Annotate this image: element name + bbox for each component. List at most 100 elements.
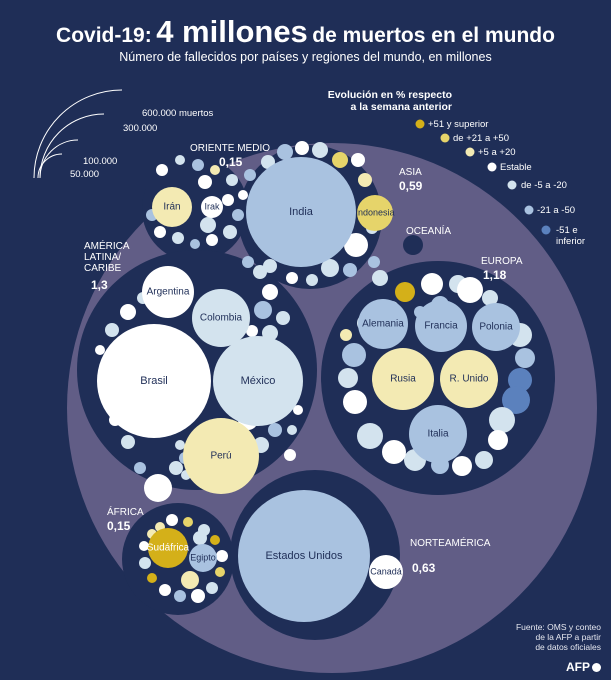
minor-country-bubble: [368, 256, 380, 268]
color-legend-swatch: [524, 205, 534, 215]
minor-country-bubble: [159, 584, 171, 596]
minor-country-bubble: [343, 263, 357, 277]
minor-country-bubble: [358, 173, 372, 187]
country-label-argentina: Argentina: [147, 287, 190, 298]
legend-label-51-up: +51 y superior: [428, 119, 489, 130]
color-legend-title: Evolución en % respecto a la semana ante…: [320, 89, 452, 113]
country-bubble-sud-frica: [148, 528, 188, 568]
minor-country-bubble: [253, 265, 267, 279]
minor-country-bubble: [147, 573, 157, 583]
color-legend-swatch: [465, 147, 475, 157]
country-label-estados-unidos: Estados Unidos: [265, 550, 343, 562]
country-label-alemania: Alemania: [362, 319, 404, 330]
country-bubble-per-: [183, 418, 259, 494]
minor-country-bubble: [340, 329, 352, 341]
minor-country-bubble: [216, 550, 228, 562]
minor-country-bubble: [166, 514, 178, 526]
minor-country-bubble: [222, 194, 234, 206]
title-part1: Covid-19:: [56, 24, 152, 47]
region-value-america-latina: 1,3: [91, 278, 108, 292]
minor-country-bubble: [351, 153, 365, 167]
minor-country-bubble: [254, 301, 272, 319]
legend-label-minus21-50: -21 a -50: [537, 205, 576, 216]
size-legend-label-100000: 100.000: [83, 156, 118, 167]
region-label-europa: EUROPA: [481, 256, 523, 267]
minor-country-bubble: [482, 290, 498, 306]
minor-country-bubble: [244, 169, 256, 181]
region-value-norteamerica: 0,63: [412, 561, 436, 575]
country-label-m-xico: México: [241, 375, 276, 387]
country-label-india: India: [289, 206, 314, 218]
color-legend-swatch: [541, 225, 551, 235]
minor-country-bubble: [210, 165, 220, 175]
minor-country-bubble: [306, 274, 318, 286]
country-bubble-egipto: [189, 544, 217, 572]
minor-country-bubble: [276, 311, 290, 325]
minor-country-bubble: [172, 232, 184, 244]
country-label-canad-: Canadá: [370, 566, 402, 576]
country-bubble-argentina: [142, 266, 194, 318]
minor-country-bubble: [174, 590, 186, 602]
minor-country-bubble: [238, 190, 248, 200]
region-circle-oceania: [403, 235, 423, 255]
country-bubble-r-unido: [440, 350, 498, 408]
country-bubble-polonia: [472, 303, 520, 351]
title-part2: 4 millones: [156, 14, 308, 49]
country-bubble-brasil: [97, 324, 211, 438]
minor-country-bubble: [284, 449, 296, 461]
minor-country-bubble: [215, 567, 225, 577]
minor-country-bubble: [181, 571, 199, 589]
minor-country-bubble: [210, 535, 220, 545]
minor-country-bubble: [144, 474, 172, 502]
minor-country-bubble: [457, 277, 483, 303]
region-value-oriente-medio: 0,15: [219, 155, 243, 169]
region-value-europa: 1,18: [483, 268, 507, 282]
country-bubble-m-xico: [213, 336, 303, 426]
color-legend-title-line2: a la semana anterior: [350, 101, 452, 113]
minor-country-bubble: [261, 155, 275, 169]
size-legend-label-300000: 300.000: [123, 123, 158, 134]
minor-country-bubble: [206, 582, 218, 594]
size-legend-label-50000: 50.000: [70, 169, 100, 180]
country-bubble-francia: [415, 300, 467, 352]
country-label-egipto: Egipto: [190, 552, 216, 562]
country-label-ir-n: Irán: [163, 202, 180, 213]
minor-country-bubble: [321, 259, 339, 277]
minor-country-bubble: [268, 423, 282, 437]
country-bubble-india: [246, 157, 356, 267]
minor-country-bubble: [156, 164, 168, 176]
minor-country-bubble: [192, 159, 204, 171]
minor-country-bubble: [154, 226, 166, 238]
minor-country-bubble: [343, 390, 367, 414]
country-label-sud-frica: Sudáfrica: [147, 543, 190, 554]
region-label-oriente-medio: ORIENTE MEDIO: [190, 143, 271, 154]
country-bubble-ir-n: [152, 187, 192, 227]
minor-country-bubble: [488, 430, 508, 450]
country-bubble-canad-: [369, 555, 403, 589]
country-bubble-alemania: [358, 299, 408, 349]
country-bubble-italia: [409, 405, 467, 463]
source-note: Fuente: OMS y conteo de la AFP a partir …: [516, 622, 601, 652]
minor-country-bubble: [262, 284, 278, 300]
minor-country-bubble: [489, 407, 515, 433]
country-label-brasil: Brasil: [140, 375, 168, 387]
minor-country-bubble: [395, 282, 415, 302]
minor-country-bubble: [515, 348, 535, 368]
country-bubble-estados-unidos: [238, 490, 370, 622]
minor-country-bubble: [169, 461, 183, 475]
color-legend-swatch: [507, 180, 517, 190]
country-bubble-irak: [201, 196, 223, 218]
chart-title: Covid-19: 4 millones de muertos en el mu…: [0, 14, 611, 50]
afp-logo-dot: [592, 663, 601, 672]
region-value-africa: 0,15: [107, 519, 131, 533]
region-label-asia: ASIA: [399, 167, 422, 178]
minor-country-bubble: [502, 386, 530, 414]
minor-country-bubble: [508, 368, 532, 392]
legend-label-21-50: de +21 a +50: [453, 133, 509, 144]
country-bubble-indonesia: [357, 195, 393, 231]
size-legend-arc: [39, 139, 79, 179]
country-label-rusia: Rusia: [390, 374, 416, 385]
minor-country-bubble: [286, 272, 298, 284]
size-legend-arc: [37, 153, 63, 179]
